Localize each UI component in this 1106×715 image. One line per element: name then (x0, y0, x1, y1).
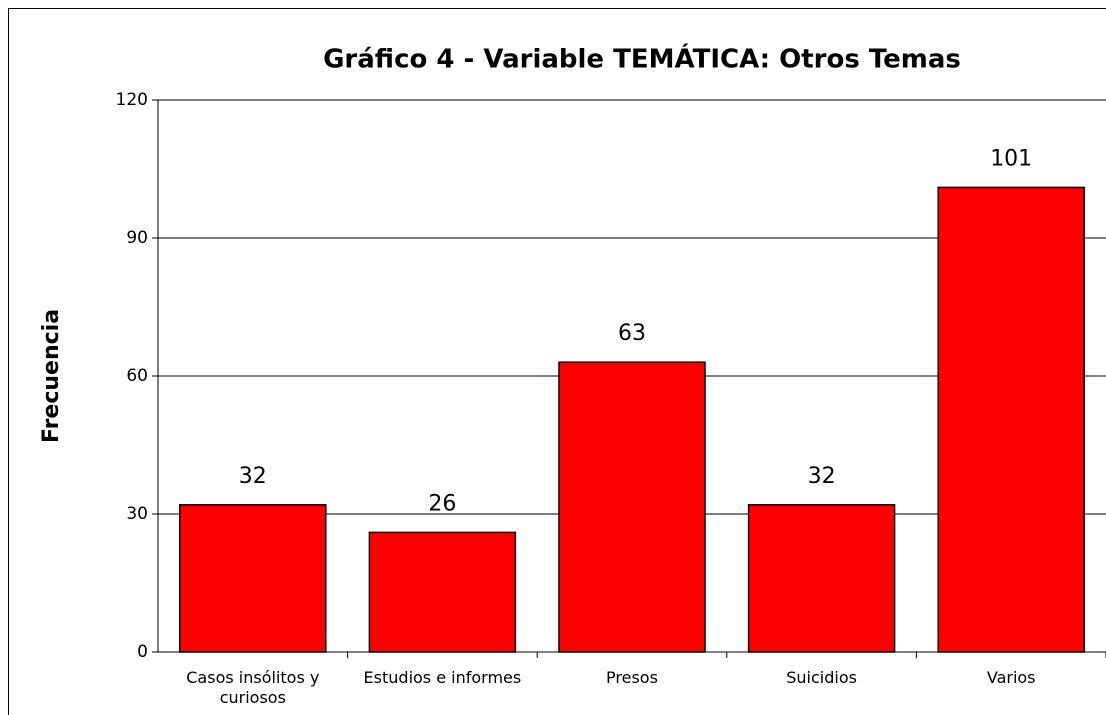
y-axis-label: Frecuencia (39, 309, 64, 443)
y-tick-label: 90 (126, 228, 148, 248)
x-tick-label-box: Casos insólitos y curiosos (186, 668, 320, 707)
y-tick-label: 60 (126, 366, 148, 386)
data-label: 32 (808, 464, 836, 489)
x-tick-label: Presos (606, 668, 658, 687)
x-tick-label: Varios (986, 668, 1036, 687)
data-label: 101 (990, 146, 1032, 171)
bar (558, 361, 706, 653)
x-tick-label: Estudios e informes (363, 668, 522, 687)
data-label: 26 (428, 491, 456, 516)
bar (747, 504, 896, 653)
bar (368, 531, 517, 653)
x-tick-label: Casos insólitos y curiosos (186, 668, 320, 707)
data-label: 63 (618, 321, 646, 346)
data-label: 32 (239, 464, 267, 489)
x-tick-label-box: Varios (986, 668, 1036, 687)
bar (179, 504, 327, 653)
x-tick-label: Suicidios (786, 668, 857, 687)
x-tick-label-box: Presos (606, 668, 658, 687)
chart-title: Gráfico 4 - Variable TEMÁTICA: Otros Tem… (323, 43, 961, 75)
y-tick-label: 0 (137, 642, 148, 662)
x-tick-label-box: Suicidios (786, 668, 857, 687)
x-tick-label-box: Estudios e informes (363, 668, 522, 687)
bar (937, 186, 1085, 653)
y-tick-label: 120 (116, 90, 148, 110)
y-tick-label: 30 (126, 504, 148, 524)
